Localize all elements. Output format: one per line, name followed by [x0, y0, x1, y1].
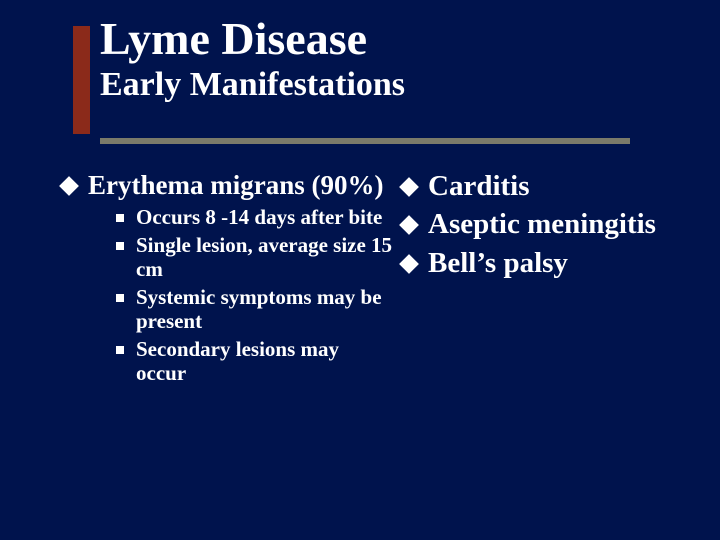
list-item: Bell’s palsy — [402, 247, 700, 279]
sub-list-item-text: Single lesion, average size 15 cm — [136, 234, 394, 282]
accent-bar — [73, 26, 90, 134]
sub-list-item-text: Occurs 8 -14 days after bite — [136, 206, 382, 230]
square-bullet-icon — [116, 346, 124, 354]
title-underline — [100, 138, 630, 144]
diamond-bullet-icon — [399, 216, 419, 236]
slide-subtitle: Early Manifestations — [100, 68, 405, 102]
square-bullet-icon — [116, 294, 124, 302]
sub-list-item: Occurs 8 -14 days after bite — [116, 206, 394, 230]
list-item-text: Erythema migrans (90%) — [88, 170, 383, 200]
right-column: Carditis Aseptic meningitis Bell’s palsy — [394, 170, 700, 390]
sub-list: Occurs 8 -14 days after bite Single lesi… — [116, 206, 394, 386]
sub-list-item-text: Secondary lesions may occur — [136, 338, 394, 386]
list-item-text: Bell’s palsy — [428, 247, 568, 279]
diamond-bullet-icon — [59, 176, 79, 196]
sub-list-item: Single lesion, average size 15 cm — [116, 234, 394, 282]
title-block: Lyme Disease Early Manifestations — [100, 16, 405, 102]
list-item-text: Aseptic meningitis — [428, 208, 656, 240]
sub-list-item: Systemic symptoms may be present — [116, 286, 394, 334]
square-bullet-icon — [116, 214, 124, 222]
sub-list-item: Secondary lesions may occur — [116, 338, 394, 386]
slide-title: Lyme Disease — [100, 16, 405, 62]
diamond-bullet-icon — [399, 177, 419, 197]
list-item: Carditis — [402, 170, 700, 202]
left-column: Erythema migrans (90%) Occurs 8 -14 days… — [62, 170, 394, 390]
list-item: Aseptic meningitis — [402, 208, 700, 240]
sub-list-item-text: Systemic symptoms may be present — [136, 286, 394, 334]
diamond-bullet-icon — [399, 254, 419, 274]
content-area: Erythema migrans (90%) Occurs 8 -14 days… — [62, 170, 700, 390]
square-bullet-icon — [116, 242, 124, 250]
list-item-text: Carditis — [428, 170, 530, 202]
list-item: Erythema migrans (90%) — [62, 170, 394, 200]
